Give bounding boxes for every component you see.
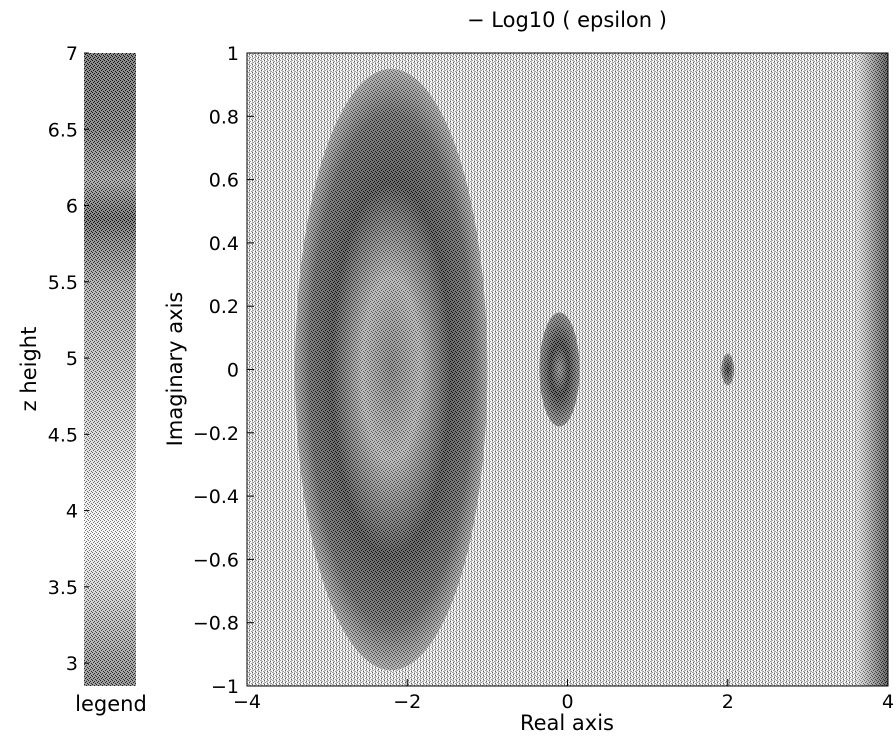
colorbar-tick-label: 7 bbox=[66, 43, 78, 65]
colorbar-tick-label: 4 bbox=[66, 501, 78, 523]
y-tick-label: −0.4 bbox=[193, 486, 239, 508]
x-ticks: −4 −2 0 2 4 bbox=[233, 679, 894, 713]
colorbar-tick-label: 5.5 bbox=[48, 272, 78, 294]
colorbar-tick-label: 3 bbox=[66, 653, 78, 675]
colorbar-xlabel: legend bbox=[75, 692, 147, 716]
y-tick-label: −1 bbox=[211, 676, 239, 698]
y-tick-label: 0.2 bbox=[209, 296, 239, 318]
y-tick-label: −0.8 bbox=[193, 613, 239, 635]
colorbar-tick-label: 6.5 bbox=[48, 119, 78, 141]
plot-dither bbox=[247, 53, 888, 686]
y-tick-label: −0.2 bbox=[193, 423, 239, 445]
y-tick-label: 0 bbox=[227, 360, 239, 382]
y-tick-label: 1 bbox=[227, 43, 239, 65]
colorbar-tick-label: 6 bbox=[66, 196, 78, 218]
y-ticks: −1 −0.8 −0.6 −0.4 −0.2 0 0.2 0.4 0.6 0.8 1 bbox=[193, 43, 254, 698]
plot-title: − Log10 ( epsilon ) bbox=[467, 8, 667, 32]
y-tick-label: 0.4 bbox=[209, 233, 239, 255]
main-plot: −4 −2 0 2 4 −1 −0.8 −0.6 −0.4 −0.2 0 0.2 0.4 0.6 0.8 1… bbox=[163, 8, 894, 735]
x-tick-label: 0 bbox=[561, 691, 573, 713]
x-tick-label: 2 bbox=[722, 691, 734, 713]
y-tick-label: 0.6 bbox=[209, 170, 239, 192]
x-tick-label: −2 bbox=[393, 691, 421, 713]
y-axis-label: Imaginary axis bbox=[163, 292, 187, 447]
colorbar-dither bbox=[84, 53, 136, 686]
x-axis-label: Real axis bbox=[520, 711, 614, 735]
colorbar-ylabel: z height bbox=[17, 327, 41, 412]
colorbar-ticks: 3 3.5 4 4.5 5 5.5 6 6.5 7 bbox=[48, 43, 89, 675]
y-tick-label: 0.8 bbox=[209, 106, 239, 128]
colorbar-tick-label: 5 bbox=[66, 348, 78, 370]
x-tick-label: 4 bbox=[882, 691, 894, 713]
colorbar: 3 3.5 4 4.5 5 5.5 6 6.5 7 z height legend bbox=[17, 43, 147, 716]
colorbar-tick-label: 3.5 bbox=[48, 577, 78, 599]
colorbar-tick-label: 4.5 bbox=[48, 424, 78, 446]
x-tick-label: −4 bbox=[233, 691, 261, 713]
y-tick-label: −0.6 bbox=[193, 549, 239, 571]
